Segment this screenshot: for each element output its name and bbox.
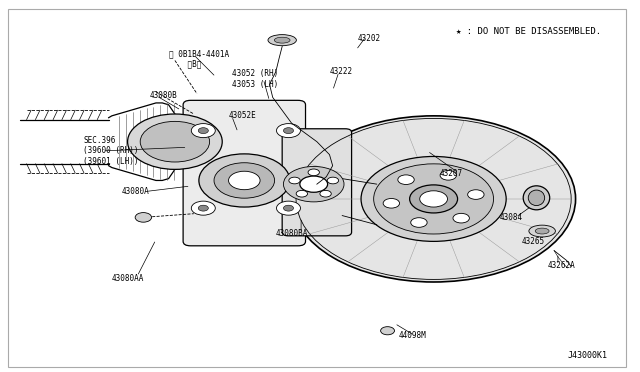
Circle shape xyxy=(135,212,152,222)
Circle shape xyxy=(327,177,339,184)
Circle shape xyxy=(468,190,484,199)
Circle shape xyxy=(320,190,332,197)
Circle shape xyxy=(289,177,300,184)
Circle shape xyxy=(292,116,575,282)
Text: ③ 0B1B4-4401A
    〈B〉: ③ 0B1B4-4401A 〈B〉 xyxy=(168,49,228,68)
Text: 43052 (RH)
43053 (LH): 43052 (RH) 43053 (LH) xyxy=(232,69,278,89)
Circle shape xyxy=(383,199,399,208)
Circle shape xyxy=(198,128,209,134)
Circle shape xyxy=(300,176,328,192)
Text: 43207: 43207 xyxy=(440,169,463,177)
Ellipse shape xyxy=(535,228,549,234)
Ellipse shape xyxy=(529,225,556,237)
Text: SEC.396
(39600 (RH))
(39601 (LH)): SEC.396 (39600 (RH)) (39601 (LH)) xyxy=(83,136,139,166)
Circle shape xyxy=(296,190,308,197)
Text: 43222: 43222 xyxy=(330,67,353,76)
Circle shape xyxy=(228,171,260,190)
Text: 43080AA: 43080AA xyxy=(112,274,144,283)
Text: 43080A: 43080A xyxy=(121,187,149,196)
Text: J43000K1: J43000K1 xyxy=(567,350,607,359)
Text: 43080BA: 43080BA xyxy=(276,230,308,238)
Circle shape xyxy=(127,114,222,169)
Text: 43202: 43202 xyxy=(358,34,381,43)
Circle shape xyxy=(140,121,210,162)
Circle shape xyxy=(374,164,493,234)
Circle shape xyxy=(381,327,394,335)
Text: 43052E: 43052E xyxy=(228,111,256,121)
Circle shape xyxy=(276,124,300,138)
Circle shape xyxy=(440,170,456,180)
Text: 43084: 43084 xyxy=(500,213,523,222)
Circle shape xyxy=(361,157,506,241)
Circle shape xyxy=(276,201,300,215)
FancyBboxPatch shape xyxy=(183,100,305,246)
Circle shape xyxy=(420,191,447,207)
Circle shape xyxy=(284,166,344,202)
Circle shape xyxy=(191,201,215,215)
Circle shape xyxy=(199,154,290,207)
Circle shape xyxy=(410,185,458,213)
Circle shape xyxy=(214,163,275,198)
Circle shape xyxy=(411,218,427,227)
Ellipse shape xyxy=(275,37,290,43)
Circle shape xyxy=(308,169,319,176)
Circle shape xyxy=(284,128,294,134)
Text: ★ : DO NOT BE DISASSEMBLED.: ★ : DO NOT BE DISASSEMBLED. xyxy=(456,27,601,36)
Text: 43265: 43265 xyxy=(522,237,545,246)
Ellipse shape xyxy=(268,35,296,46)
Text: 43262A: 43262A xyxy=(547,261,575,270)
Text: 43080B: 43080B xyxy=(150,91,177,100)
FancyBboxPatch shape xyxy=(282,129,351,236)
Circle shape xyxy=(398,175,414,185)
Circle shape xyxy=(284,205,294,211)
Circle shape xyxy=(453,214,469,223)
Text: 44098M: 44098M xyxy=(399,331,427,340)
Circle shape xyxy=(191,124,215,138)
Ellipse shape xyxy=(524,186,550,210)
Circle shape xyxy=(198,205,209,211)
Ellipse shape xyxy=(528,190,545,206)
